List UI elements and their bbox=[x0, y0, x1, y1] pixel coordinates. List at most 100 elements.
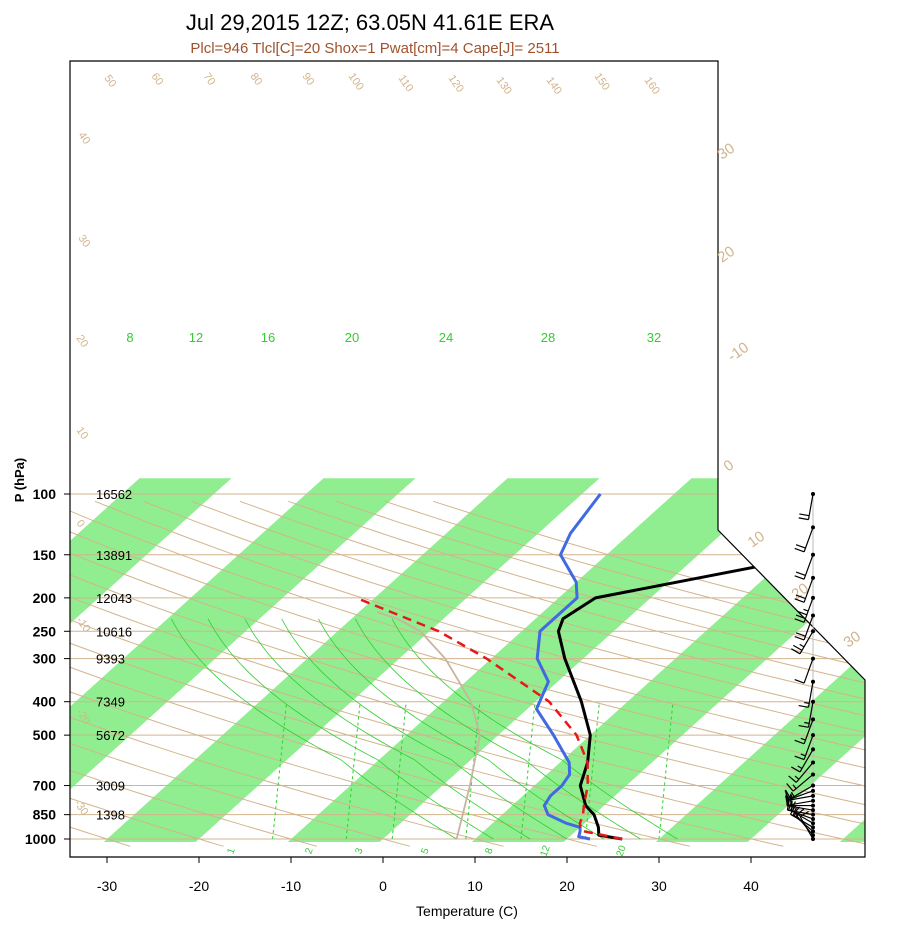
wind-barb-dot bbox=[811, 614, 815, 618]
mixing-ratio-label: 12 bbox=[539, 844, 553, 859]
wind-barb-dot bbox=[811, 829, 815, 833]
moist-adiabat-label: 8 bbox=[126, 330, 133, 345]
height-label: 5672 bbox=[96, 728, 125, 743]
dry-adiabat-label: 70 bbox=[201, 71, 218, 88]
x-axis-label: Temperature (C) bbox=[416, 903, 518, 919]
wind-barb-dot bbox=[811, 825, 815, 829]
wind-barb-dot bbox=[811, 717, 815, 721]
mixing-ratio-label: 8 bbox=[484, 846, 496, 855]
dry-adiabat-label: 160 bbox=[642, 75, 662, 97]
dry-adiabat-label: 110 bbox=[396, 73, 416, 94]
height-label: 12043 bbox=[96, 591, 132, 606]
chart-subtitle: Plcl=946 Tlcl[C]=20 Shox=1 Pwat[cm]=4 Ca… bbox=[190, 40, 559, 57]
mixing-ratio-label: 5 bbox=[420, 846, 432, 855]
chart-title: Jul 29,2015 12Z; 63.05N 41.61E ERA bbox=[186, 10, 554, 35]
y-tick-label: 1000 bbox=[25, 831, 56, 847]
wind-barb-dot bbox=[811, 833, 815, 837]
wind-barb-dot bbox=[811, 629, 815, 633]
dry-adiabat-label: 100 bbox=[346, 71, 366, 93]
wind-barb-flag bbox=[795, 548, 804, 551]
isotherm-label: 30 bbox=[841, 628, 864, 651]
humidity-band bbox=[840, 478, 900, 842]
dry-adiabat bbox=[0, 501, 37, 846]
mixing-ratio-label: 20 bbox=[615, 844, 629, 859]
moist-adiabat-label: 20 bbox=[345, 330, 359, 345]
isotherm-label: 10 bbox=[745, 528, 768, 551]
dry-adiabat-label: 130 bbox=[494, 75, 514, 97]
wind-barb-staff bbox=[808, 494, 813, 520]
wind-barb-dot bbox=[811, 794, 815, 798]
height-label: 9393 bbox=[96, 652, 125, 667]
wind-barb-dot bbox=[811, 576, 815, 580]
wind-barb-half-flag bbox=[804, 703, 809, 704]
wind-barb-dot bbox=[811, 492, 815, 496]
wind-barb-dot bbox=[811, 789, 815, 793]
dry-adiabat-label: 40 bbox=[76, 130, 93, 147]
y-tick-label: 250 bbox=[33, 623, 57, 639]
wind-barb-dot bbox=[811, 596, 815, 600]
wind-barb-dot bbox=[811, 733, 815, 737]
y-tick-label: 150 bbox=[33, 547, 57, 563]
wind-barb-flag bbox=[799, 514, 809, 516]
wind-barb-half-flag bbox=[804, 609, 809, 611]
mixing-ratio-label: 3 bbox=[354, 846, 366, 855]
wind-barb-dot bbox=[811, 821, 815, 825]
mixing-ratio-label: 2 bbox=[304, 846, 316, 855]
x-tick-label: -30 bbox=[97, 878, 117, 894]
wind-barb-dot bbox=[811, 837, 815, 841]
wind-barb-flag bbox=[795, 576, 804, 579]
mixing-ratio-label: 1 bbox=[226, 846, 238, 855]
y-tick-label: 850 bbox=[33, 807, 57, 823]
moist-adiabat-label: 12 bbox=[189, 330, 203, 345]
height-label: 7349 bbox=[96, 695, 125, 710]
wind-barb-dot bbox=[811, 747, 815, 751]
height-label: 10616 bbox=[96, 624, 132, 639]
dry-adiabat-label: 140 bbox=[544, 75, 564, 97]
x-tick-label: 10 bbox=[467, 878, 483, 894]
wind-barb-flag bbox=[799, 518, 809, 520]
moist-adiabat-label: 32 bbox=[647, 330, 661, 345]
dry-adiabat-label: 30 bbox=[76, 233, 93, 250]
wind-barb-staff bbox=[804, 659, 813, 683]
wind-barb-dot bbox=[811, 680, 815, 684]
wind-barb-dot bbox=[811, 760, 815, 764]
dry-adiabat-label: 150 bbox=[592, 71, 612, 93]
wind-barb-dot bbox=[811, 799, 815, 803]
y-tick-label: 500 bbox=[33, 727, 57, 743]
wind-barb-dot bbox=[811, 784, 815, 788]
isotherm-label: 0 bbox=[721, 457, 738, 476]
wind-barb-half-flag bbox=[800, 644, 804, 647]
humidity-bands bbox=[0, 478, 900, 842]
x-tick-label: 20 bbox=[559, 878, 575, 894]
wind-barb-flag bbox=[793, 645, 802, 650]
y-tick-label: 200 bbox=[33, 590, 57, 606]
wind-barb-dot bbox=[811, 657, 815, 661]
dry-adiabat-label: 60 bbox=[149, 71, 166, 88]
wind-barb-dot bbox=[811, 817, 815, 821]
dry-adiabat-label: 10 bbox=[74, 425, 91, 442]
x-tick-label: 0 bbox=[379, 878, 387, 894]
height-label: 16562 bbox=[96, 487, 132, 502]
wind-barb-dot bbox=[811, 808, 815, 812]
height-label: 3009 bbox=[96, 779, 125, 794]
dry-adiabat-label: 20 bbox=[74, 333, 91, 350]
wind-barb-dot bbox=[811, 772, 815, 776]
wind-barb-dot bbox=[811, 525, 815, 529]
height-label: 1398 bbox=[96, 808, 125, 823]
wind-barb-dot bbox=[811, 553, 815, 557]
height-label: 13891 bbox=[96, 548, 132, 563]
wind-barb-flag bbox=[796, 572, 805, 575]
x-tick-label: -20 bbox=[189, 878, 209, 894]
wind-barb-flag bbox=[796, 545, 805, 548]
wind-barb-half-flag bbox=[804, 723, 809, 724]
y-tick-label: 700 bbox=[33, 778, 57, 794]
y-tick-label: 100 bbox=[33, 486, 57, 502]
wind-barb-dot bbox=[811, 804, 815, 808]
x-tick-label: -10 bbox=[281, 878, 301, 894]
isotherm-label: -10 bbox=[725, 339, 753, 365]
y-axis-label: P (hPa) bbox=[12, 458, 27, 503]
moist-adiabat-label: 24 bbox=[439, 330, 453, 345]
wind-barb-dot bbox=[811, 813, 815, 817]
